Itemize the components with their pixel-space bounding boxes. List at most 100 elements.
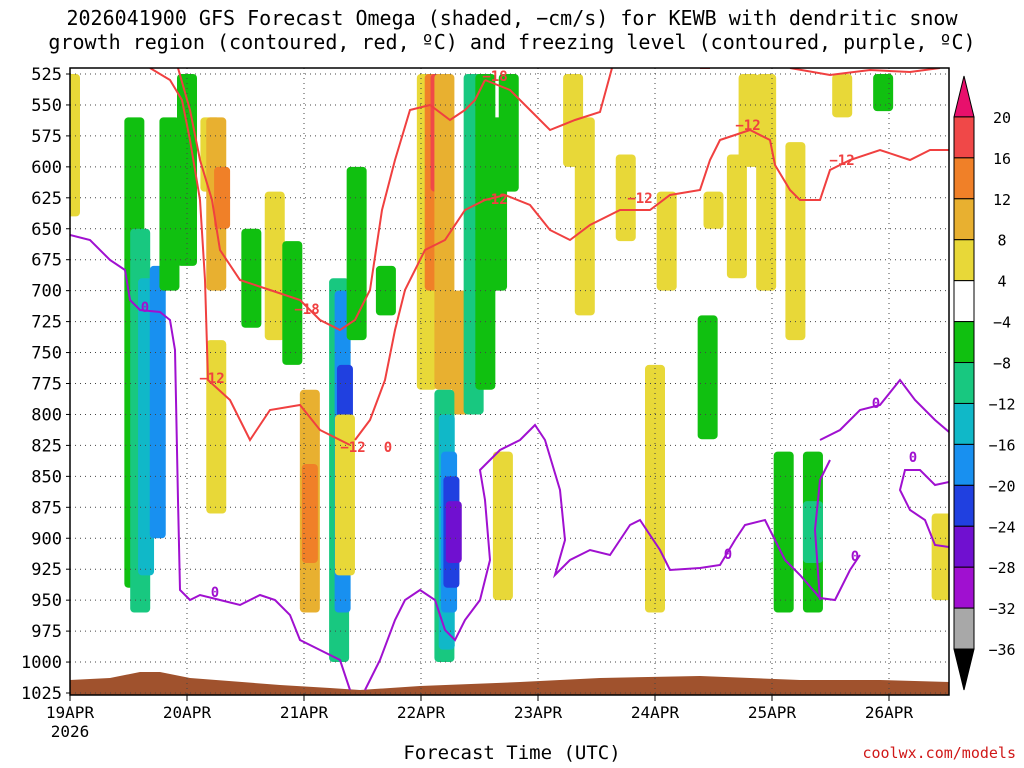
x-axis: 19APR 20APR 21APR 22APR 23APR 24APR 25APR 26APR…	[46, 695, 914, 741]
colorbar-swatch	[953, 362, 975, 404]
x-tick-label: 25APR	[748, 703, 797, 722]
x-year-label: 2026	[51, 722, 90, 741]
omega-cell	[149, 265, 166, 539]
purple-contour-label: 0	[872, 396, 880, 412]
purple-contour	[819, 378, 949, 441]
x-tick-label: 26APR	[865, 703, 914, 722]
colorbar-tip-top	[953, 75, 975, 118]
y-tick-label: 975	[31, 622, 62, 642]
colorbar-label: −16	[988, 436, 1015, 454]
omega-cell	[70, 74, 80, 217]
omega-cell	[873, 74, 894, 112]
y-tick-label: 850	[31, 467, 62, 487]
y-tick-label: 575	[31, 127, 62, 147]
purple-contour	[364, 423, 861, 691]
omega-cell	[492, 451, 513, 601]
omega-cell	[656, 191, 677, 291]
red-contour	[484, 68, 613, 132]
omega-cell	[574, 117, 595, 316]
omega-cell	[206, 340, 227, 514]
colorbar-label: 20	[993, 109, 1011, 127]
x-tick-label: 24APR	[631, 703, 680, 722]
colorbar-label: −8	[993, 355, 1011, 373]
red-contour	[354, 128, 949, 441]
y-tick-label: 625	[31, 189, 62, 209]
red-contour-label: −18	[294, 302, 319, 318]
purple-contour	[813, 459, 831, 601]
y-axis: 525 550 575 600 625 650 675 700 725 750 775 800 825 8…	[21, 65, 70, 704]
y-tick-label: 700	[31, 282, 62, 302]
y-tick-label: 725	[31, 313, 62, 333]
y-tick-label: 750	[31, 344, 62, 364]
omega-cell	[214, 166, 231, 229]
red-contour-label: −18	[482, 69, 507, 85]
red-contour-label: −12	[627, 191, 652, 207]
x-tick-label: 20APR	[163, 703, 212, 722]
omega-cell	[738, 74, 759, 167]
x-tick-label: 19APR	[46, 703, 95, 722]
terrain-fill	[70, 672, 949, 695]
colorbar-label: 8	[997, 232, 1006, 250]
red-contour-label: −12	[735, 118, 760, 134]
colorbar-label: 4	[997, 273, 1006, 291]
contours: −12 −18 −12 −18 −12 −12 −12 −12 0 0 0 0 0 0 0	[70, 68, 949, 691]
title-line-1: 2026041900 GFS Forecast Omega (shaded, −…	[66, 6, 958, 30]
colorbar-label: −20	[988, 477, 1015, 495]
y-tick-label: 825	[31, 436, 62, 456]
omega-cell	[346, 166, 367, 341]
x-tick-label: 23APR	[514, 703, 563, 722]
purple-contour-label: 0	[211, 585, 219, 601]
y-tick-label: 950	[31, 591, 62, 611]
omega-cell	[785, 142, 806, 341]
red-contour-label: 0	[384, 440, 392, 456]
y-tick-label: 875	[31, 498, 62, 518]
omega-cell	[159, 117, 180, 291]
red-contour	[177, 68, 486, 332]
omega-cell	[264, 191, 285, 341]
colorbar-swatch	[953, 280, 975, 323]
purple-contour-label: 0	[851, 549, 859, 565]
y-tick-label: 1025	[21, 684, 62, 704]
omega-cell	[241, 228, 262, 328]
x-tick-label: 21APR	[280, 703, 329, 722]
omega-cell	[726, 154, 747, 279]
plot-frame	[69, 67, 950, 696]
omega-cell	[282, 241, 303, 365]
purple-contour-label: 0	[141, 300, 149, 316]
red-contour	[789, 68, 941, 77]
omega-cell	[773, 451, 794, 613]
colorbar-swatch	[953, 321, 975, 364]
red-contour	[149, 68, 351, 446]
purple-contour	[70, 234, 351, 691]
colorbar-swatch	[953, 116, 975, 159]
omega-cell	[334, 414, 355, 576]
y-tick-label: 600	[31, 158, 62, 178]
y-tick-label: 525	[31, 65, 62, 85]
colorbar-label: −24	[988, 518, 1015, 536]
colorbar-swatch	[953, 443, 975, 486]
colorbar: 20 16 12 8 4 −4 −8 −12 −16 −20 −24 −28 −32 −36	[953, 75, 1016, 691]
colorbar-swatch	[953, 239, 975, 282]
red-contour-label: −12	[340, 440, 365, 456]
omega-cell	[703, 191, 724, 229]
colorbar-swatch	[953, 525, 975, 568]
red-contour-label: −12	[199, 371, 224, 387]
omega-cell	[697, 315, 718, 440]
y-tick-label: 675	[31, 251, 62, 271]
y-tick-label: 1000	[21, 653, 62, 673]
x-tick-label: 22APR	[397, 703, 446, 722]
purple-contour	[898, 469, 949, 548]
x-axis-label: Forecast Time (UTC)	[403, 742, 621, 764]
colorbar-swatch	[953, 157, 975, 200]
red-contour-label: −12	[829, 153, 854, 169]
y-tick-label: 550	[31, 96, 62, 116]
colorbar-label: −4	[993, 314, 1011, 332]
credit-link[interactable]: coolwx.com/models	[862, 744, 1016, 762]
red-contour-label: −12	[482, 192, 507, 208]
y-tick-label: 925	[31, 560, 62, 580]
omega-cell	[756, 74, 777, 291]
omega-cell	[832, 74, 853, 118]
colorbar-label: −36	[988, 641, 1015, 659]
terrain-shape	[70, 672, 949, 695]
colorbar-label: −28	[988, 559, 1015, 577]
